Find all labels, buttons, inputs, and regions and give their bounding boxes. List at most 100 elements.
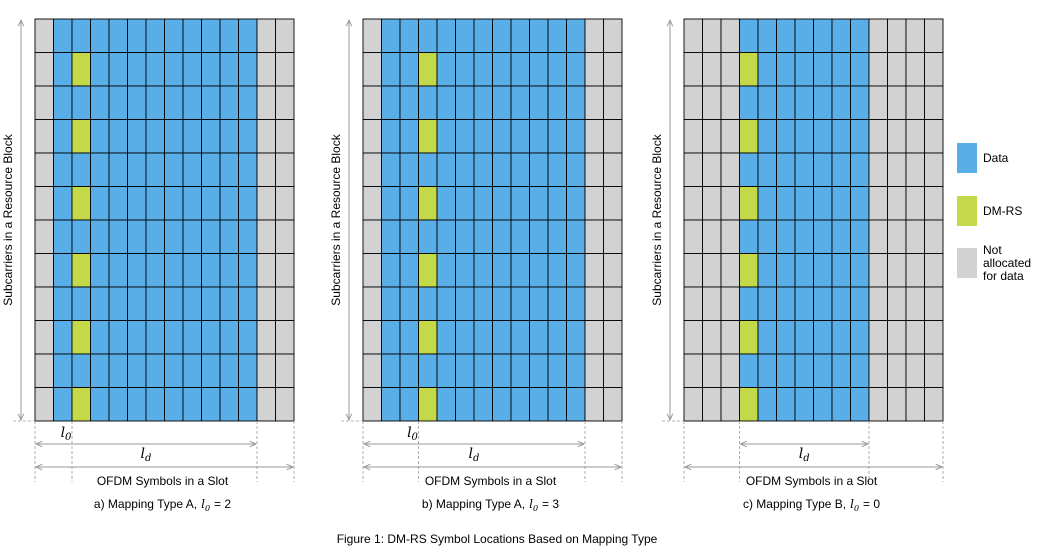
data-cell	[238, 119, 258, 154]
ld-label-symbol: l	[469, 446, 473, 462]
not-allocated-cell	[868, 286, 888, 321]
not-allocated-cell	[924, 119, 944, 154]
data-cell	[566, 353, 586, 388]
data-cell	[455, 387, 475, 422]
data-cell	[776, 253, 796, 288]
not-allocated-cell	[720, 286, 740, 321]
not-allocated-cell	[720, 119, 740, 154]
data-cell	[566, 85, 586, 120]
data-cell	[473, 152, 493, 187]
data-cell	[547, 85, 567, 120]
legend-label: for data	[983, 269, 1024, 283]
dmrs-cell	[739, 186, 759, 221]
data-cell	[164, 18, 184, 53]
data-cell	[381, 119, 401, 154]
not-allocated-cell	[603, 320, 623, 355]
not-allocated-cell	[887, 387, 907, 422]
panel-caption-prefix: a) Mapping Type A,	[94, 497, 197, 511]
data-cell	[238, 320, 258, 355]
data-cell	[108, 186, 128, 221]
not-allocated-cell	[362, 52, 382, 87]
data-cell	[455, 320, 475, 355]
data-cell	[53, 152, 73, 187]
data-cell	[436, 186, 456, 221]
not-allocated-cell	[584, 18, 604, 53]
data-cell	[547, 219, 567, 254]
data-cell	[529, 119, 549, 154]
data-cell	[90, 320, 110, 355]
not-allocated-cell	[868, 18, 888, 53]
l0-label-subscript: 0	[65, 432, 72, 443]
panel-a: Subcarriers in a Resource Blockl0ldOFDM …	[1, 18, 295, 513]
not-allocated-cell	[905, 18, 925, 53]
data-cell	[492, 52, 512, 87]
not-allocated-cell	[887, 152, 907, 187]
legend-item-data: Data	[957, 143, 1009, 173]
data-cell	[492, 18, 512, 53]
data-cell	[219, 85, 239, 120]
not-allocated-cell	[256, 253, 276, 288]
data-cell	[492, 119, 512, 154]
not-allocated-cell	[584, 219, 604, 254]
data-cell	[529, 18, 549, 53]
data-cell	[127, 52, 147, 87]
data-cell	[145, 152, 165, 187]
data-cell	[850, 119, 870, 154]
data-cell	[831, 152, 851, 187]
panel-caption-symbol: l	[201, 497, 205, 511]
not-allocated-cell	[275, 320, 295, 355]
dmrs-cell	[418, 186, 438, 221]
dmrs-cell	[418, 387, 438, 422]
not-allocated-cell	[702, 253, 722, 288]
legend-label: DM-RS	[983, 204, 1022, 218]
panel-caption-subscript: 0	[205, 504, 210, 513]
data-cell	[127, 320, 147, 355]
data-cell	[547, 18, 567, 53]
x-axis-label: OFDM Symbols in a Slot	[425, 474, 557, 488]
data-cell	[492, 320, 512, 355]
panel-b: Subcarriers in a Resource Blockl0ldOFDM …	[329, 18, 623, 513]
data-cell	[201, 253, 221, 288]
data-cell	[831, 387, 851, 422]
data-cell	[473, 253, 493, 288]
not-allocated-cell	[34, 219, 54, 254]
not-allocated-cell	[887, 85, 907, 120]
not-allocated-cell	[603, 286, 623, 321]
not-allocated-cell	[683, 353, 703, 388]
data-cell	[794, 152, 814, 187]
data-cell	[238, 253, 258, 288]
not-allocated-cell	[275, 253, 295, 288]
not-allocated-cell	[924, 18, 944, 53]
ld-label-subscript: d	[803, 453, 809, 464]
data-cell	[850, 52, 870, 87]
data-cell	[238, 353, 258, 388]
data-cell	[510, 286, 530, 321]
data-cell	[813, 119, 833, 154]
data-cell	[757, 119, 777, 154]
data-cell	[455, 85, 475, 120]
data-cell	[510, 18, 530, 53]
not-allocated-cell	[683, 186, 703, 221]
not-allocated-cell	[362, 119, 382, 154]
not-allocated-cell	[887, 186, 907, 221]
data-cell	[566, 119, 586, 154]
data-cell	[794, 219, 814, 254]
data-cell	[53, 387, 73, 422]
not-allocated-cell	[256, 286, 276, 321]
data-cell	[492, 253, 512, 288]
not-allocated-cell	[34, 387, 54, 422]
data-cell	[238, 52, 258, 87]
data-cell	[566, 18, 586, 53]
ld-label-subscript: d	[473, 453, 479, 464]
dmrs-cell	[71, 253, 91, 288]
data-cell	[757, 387, 777, 422]
not-allocated-cell	[584, 320, 604, 355]
not-allocated-cell	[924, 52, 944, 87]
not-allocated-cell	[256, 387, 276, 422]
figure-caption: Figure 1: DM-RS Symbol Locations Based o…	[337, 532, 658, 546]
data-cell	[757, 353, 777, 388]
not-allocated-cell	[702, 186, 722, 221]
panel-caption: b) Mapping Type A, l0 = 3	[422, 497, 559, 513]
data-cell	[547, 387, 567, 422]
data-cell	[510, 387, 530, 422]
